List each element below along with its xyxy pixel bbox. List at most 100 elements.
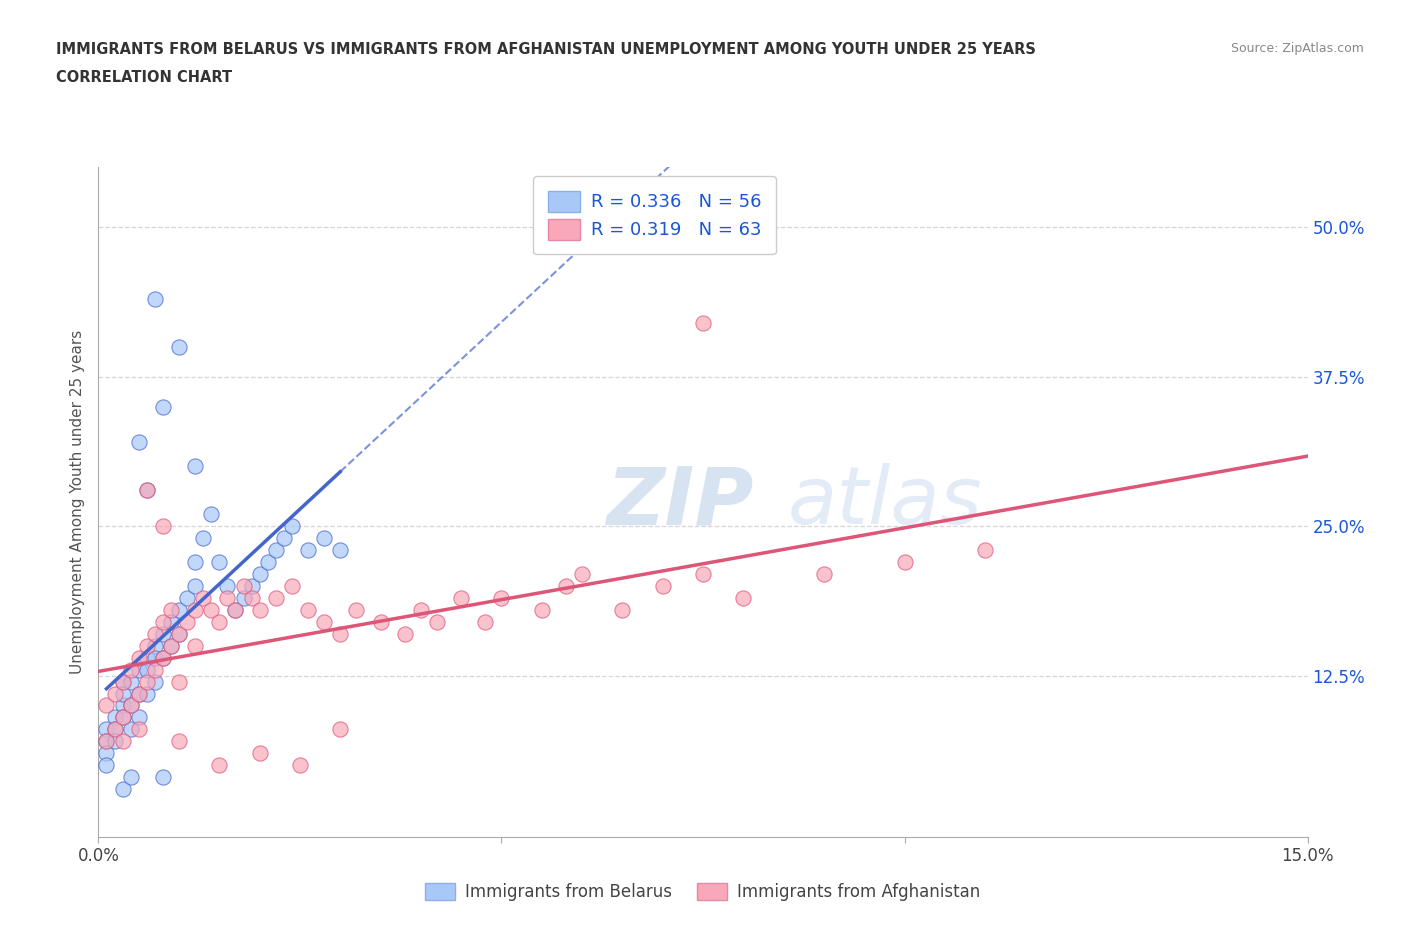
Point	[96, 698, 118, 713]
Point	[128, 722, 150, 737]
Point	[288, 758, 311, 773]
Point	[128, 650, 150, 665]
Point	[273, 531, 295, 546]
Point	[152, 770, 174, 785]
Point	[184, 603, 207, 618]
Point	[184, 458, 207, 473]
Point	[167, 603, 190, 618]
Point	[571, 566, 593, 581]
Point	[103, 722, 125, 737]
Point	[120, 698, 142, 713]
Point	[111, 710, 134, 724]
Point	[120, 698, 142, 713]
Point	[167, 339, 190, 354]
Point	[152, 519, 174, 534]
Point	[217, 591, 239, 605]
Point	[135, 638, 157, 653]
Point	[281, 519, 304, 534]
Point	[111, 734, 134, 749]
Point	[167, 626, 190, 641]
Point	[232, 591, 254, 605]
Point	[200, 507, 222, 522]
Point	[344, 603, 367, 618]
Point	[200, 603, 222, 618]
Text: CORRELATION CHART: CORRELATION CHART	[56, 70, 232, 85]
Point	[152, 615, 174, 630]
Point	[394, 626, 416, 641]
Point	[128, 435, 150, 450]
Point	[974, 542, 997, 557]
Point	[281, 578, 304, 593]
Point	[193, 531, 215, 546]
Point	[143, 662, 166, 677]
Point	[249, 746, 271, 761]
Point	[264, 591, 287, 605]
Point	[184, 554, 207, 569]
Point	[176, 591, 198, 605]
Point	[530, 603, 553, 618]
Point	[813, 566, 835, 581]
Point	[176, 615, 198, 630]
Point	[370, 615, 392, 630]
Point	[224, 603, 246, 618]
Point	[184, 578, 207, 593]
Text: ZIP: ZIP	[606, 463, 754, 541]
Point	[111, 686, 134, 701]
Point	[111, 782, 134, 797]
Point	[555, 578, 578, 593]
Point	[103, 734, 125, 749]
Point	[264, 542, 287, 557]
Point	[135, 662, 157, 677]
Point	[152, 650, 174, 665]
Text: IMMIGRANTS FROM BELARUS VS IMMIGRANTS FROM AFGHANISTAN UNEMPLOYMENT AMONG YOUTH : IMMIGRANTS FROM BELARUS VS IMMIGRANTS FR…	[56, 42, 1036, 57]
Text: atlas: atlas	[787, 463, 983, 541]
Point	[128, 686, 150, 701]
Point	[240, 578, 263, 593]
Point	[120, 674, 142, 689]
Point	[96, 734, 118, 749]
Point	[135, 686, 157, 701]
Point	[232, 578, 254, 593]
Point	[193, 591, 215, 605]
Point	[96, 722, 118, 737]
Point	[167, 674, 190, 689]
Point	[249, 603, 271, 618]
Point	[96, 734, 118, 749]
Point	[135, 650, 157, 665]
Point	[208, 758, 231, 773]
Point	[96, 758, 118, 773]
Point	[120, 722, 142, 737]
Point	[409, 603, 432, 618]
Point	[184, 638, 207, 653]
Point	[143, 291, 166, 306]
Point	[160, 638, 183, 653]
Point	[143, 650, 166, 665]
Point	[692, 566, 714, 581]
Point	[111, 674, 134, 689]
Point	[120, 770, 142, 785]
Point	[160, 615, 183, 630]
Point	[167, 734, 190, 749]
Point	[152, 399, 174, 414]
Point	[297, 542, 319, 557]
Point	[103, 710, 125, 724]
Point	[160, 603, 183, 618]
Point	[474, 615, 496, 630]
Point	[143, 626, 166, 641]
Point	[314, 531, 336, 546]
Point	[143, 674, 166, 689]
Point	[128, 686, 150, 701]
Point	[450, 591, 472, 605]
Point	[692, 315, 714, 330]
Point	[103, 686, 125, 701]
Legend: Immigrants from Belarus, Immigrants from Afghanistan: Immigrants from Belarus, Immigrants from…	[418, 874, 988, 909]
Point	[128, 710, 150, 724]
Point	[217, 578, 239, 593]
Point	[103, 722, 125, 737]
Point	[135, 674, 157, 689]
Point	[111, 710, 134, 724]
Point	[249, 566, 271, 581]
Point	[152, 626, 174, 641]
Point	[135, 483, 157, 498]
Point	[135, 483, 157, 498]
